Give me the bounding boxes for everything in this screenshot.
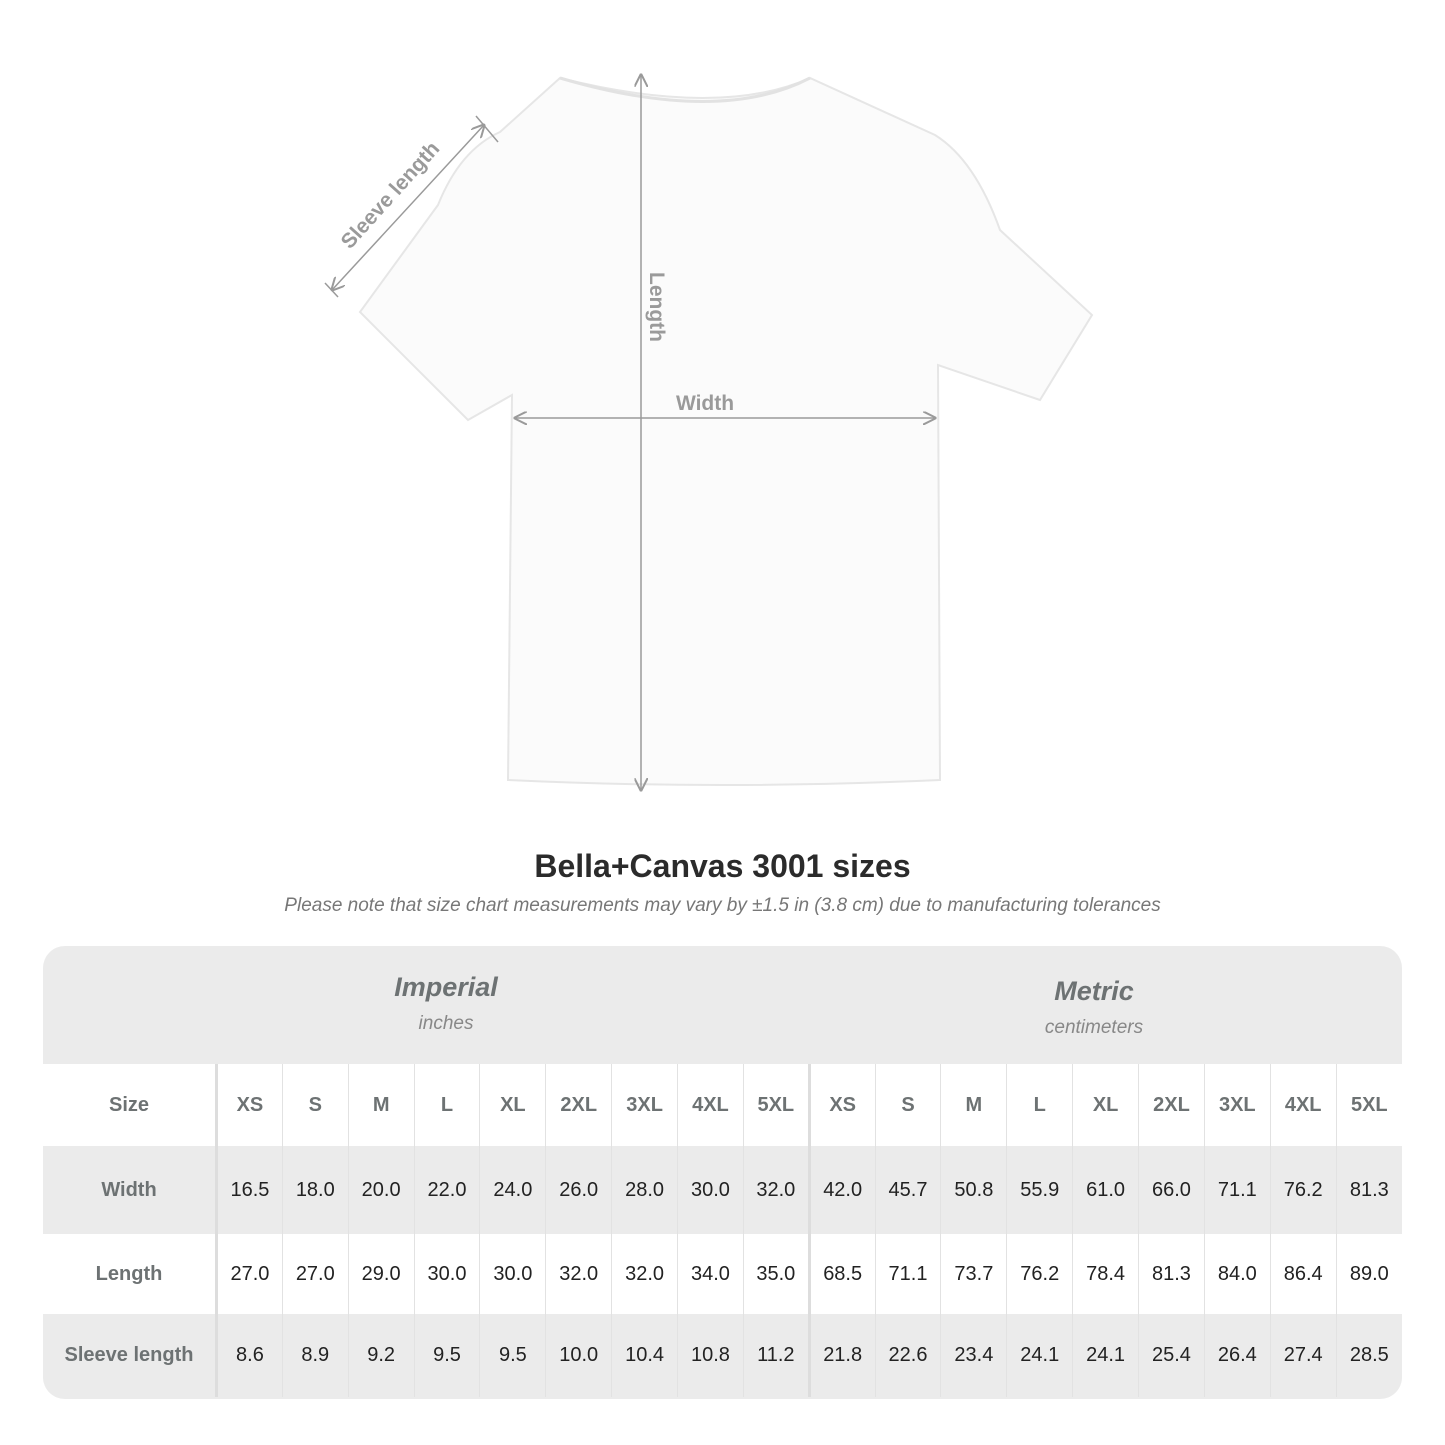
imperial-value-cell: 22.0 [413, 1146, 480, 1234]
metric-value-cell: 84.0 [1203, 1234, 1271, 1314]
metric-value-cell: 78.4 [1072, 1234, 1139, 1314]
imperial-value-cell: 26.0 [545, 1146, 612, 1234]
metric-value-cell: 21.8 [807, 1314, 876, 1397]
imperial-value-cell: 27.0 [281, 1234, 349, 1314]
metric-size-L: L [1006, 1064, 1073, 1146]
size-header-row: Size XS S M L XL 2XL 3XL 4XL 5XL XS S M L XL 2XL 3XL 4XL 5… [43, 1064, 1402, 1146]
metric-value-cell: 22.6 [874, 1314, 941, 1397]
imperial-value-cell: 32.0 [545, 1234, 612, 1314]
table-row: Length 27.0 27.0 29.0 30.0 30.0 32.0 32.0 34.0 35… [43, 1234, 1402, 1314]
metric-title: Metric [1054, 976, 1134, 1006]
imperial-size-XS: XS [216, 1064, 283, 1146]
metric-size-XS: XS [807, 1064, 876, 1146]
imperial-value-cell: 29.0 [347, 1234, 415, 1314]
width-label: Width [676, 392, 734, 415]
metric-header: Metric centimeters [809, 946, 1379, 1064]
metric-value-cell: 68.5 [807, 1234, 876, 1314]
imperial-size-L: L [413, 1064, 480, 1146]
metric-value-cell: 61.0 [1072, 1146, 1139, 1234]
imperial-size-5XL: 5XL [742, 1064, 810, 1146]
row-label: Sleeve length [43, 1314, 218, 1397]
size-table: Size XS S M L XL 2XL 3XL 4XL 5XL XS S M L XL 2XL 3XL 4XL 5… [43, 1064, 1402, 1397]
metric-size-5XL: 5XL [1335, 1064, 1402, 1146]
imperial-size-S: S [281, 1064, 349, 1146]
imperial-value-cell: 18.0 [281, 1146, 349, 1234]
metric-value-cell: 26.4 [1203, 1314, 1271, 1397]
metric-value-cell: 28.5 [1335, 1314, 1402, 1397]
tshirt-diagram: Length Width Sleeve length [324, 0, 1094, 820]
row-label: Width [43, 1146, 218, 1234]
row-label: Length [43, 1234, 218, 1314]
imperial-value-cell: 28.0 [611, 1146, 678, 1234]
metric-value-cell: 42.0 [807, 1146, 876, 1234]
imperial-value-cell: 27.0 [216, 1234, 283, 1314]
imperial-title: Imperial [394, 972, 498, 1002]
length-label: Length [645, 272, 668, 342]
metric-value-cell: 23.4 [940, 1314, 1007, 1397]
imperial-unit: inches [418, 1013, 474, 1034]
imperial-value-cell: 32.0 [611, 1234, 678, 1314]
metric-value-cell: 86.4 [1269, 1234, 1337, 1314]
metric-value-cell: 89.0 [1335, 1234, 1402, 1314]
imperial-value-cell: 30.0 [413, 1234, 480, 1314]
imperial-value-cell: 30.0 [479, 1234, 546, 1314]
imperial-size-2XL: 2XL [545, 1064, 612, 1146]
metric-value-cell: 76.2 [1269, 1146, 1337, 1234]
imperial-value-cell: 35.0 [742, 1234, 810, 1314]
size-label: Size [43, 1064, 218, 1146]
metric-value-cell: 73.7 [940, 1234, 1007, 1314]
metric-value-cell: 45.7 [874, 1146, 941, 1234]
metric-value-cell: 66.0 [1138, 1146, 1205, 1234]
imperial-value-cell: 10.4 [611, 1314, 678, 1397]
metric-size-3XL: 3XL [1203, 1064, 1271, 1146]
metric-value-cell: 81.3 [1138, 1234, 1205, 1314]
imperial-value-cell: 8.6 [216, 1314, 283, 1397]
imperial-value-cell: 30.0 [677, 1146, 744, 1234]
imperial-value-cell: 11.2 [742, 1314, 810, 1397]
metric-value-cell: 50.8 [940, 1146, 1007, 1234]
metric-value-cell: 55.9 [1006, 1146, 1073, 1234]
imperial-value-cell: 16.5 [216, 1146, 283, 1234]
tolerance-note: Please note that size chart measurements… [284, 895, 1161, 916]
imperial-size-M: M [347, 1064, 415, 1146]
chart-title: Bella+Canvas 3001 sizes [534, 848, 911, 884]
imperial-value-cell: 10.8 [677, 1314, 744, 1397]
metric-value-cell: 71.1 [874, 1234, 941, 1314]
metric-value-cell: 27.4 [1269, 1314, 1337, 1397]
imperial-value-cell: 9.5 [413, 1314, 480, 1397]
metric-size-M: M [940, 1064, 1007, 1146]
metric-size-4XL: 4XL [1269, 1064, 1337, 1146]
imperial-size-4XL: 4XL [677, 1064, 744, 1146]
size-table-panel: Imperial inches Metric centimeters Size X… [43, 946, 1402, 1399]
metric-value-cell: 24.1 [1072, 1314, 1139, 1397]
metric-value-cell: 24.1 [1006, 1314, 1073, 1397]
metric-size-XL: XL [1072, 1064, 1139, 1146]
imperial-value-cell: 20.0 [347, 1146, 415, 1234]
imperial-size-3XL: 3XL [611, 1064, 678, 1146]
imperial-value-cell: 9.5 [479, 1314, 546, 1397]
metric-size-2XL: 2XL [1138, 1064, 1205, 1146]
imperial-value-cell: 24.0 [479, 1146, 546, 1234]
imperial-header: Imperial inches [215, 946, 677, 1064]
metric-value-cell: 76.2 [1006, 1234, 1073, 1314]
imperial-size-XL: XL [479, 1064, 546, 1146]
table-row: Width 16.5 18.0 20.0 22.0 24.0 26.0 28.0 30.0 32.… [43, 1146, 1402, 1234]
metric-value-cell: 81.3 [1335, 1146, 1402, 1234]
tshirt-shape [358, 76, 1094, 786]
table-row: Sleeve length 8.6 8.9 9.2 9.5 9.5 10.0 10.4 10.8… [43, 1314, 1402, 1397]
metric-value-cell: 25.4 [1138, 1314, 1205, 1397]
metric-size-S: S [874, 1064, 941, 1146]
imperial-value-cell: 8.9 [281, 1314, 349, 1397]
imperial-value-cell: 9.2 [347, 1314, 415, 1397]
imperial-value-cell: 10.0 [545, 1314, 612, 1397]
imperial-value-cell: 32.0 [742, 1146, 810, 1234]
metric-unit: centimeters [1044, 1017, 1144, 1038]
metric-value-cell: 71.1 [1203, 1146, 1271, 1234]
imperial-value-cell: 34.0 [677, 1234, 744, 1314]
